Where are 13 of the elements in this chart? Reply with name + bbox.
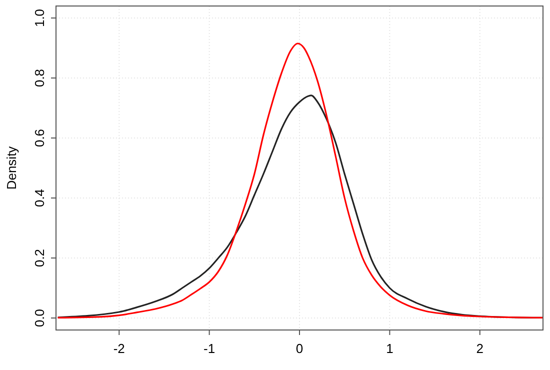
x-tick-label: 0: [296, 341, 304, 356]
x-tick-label: -2: [113, 341, 125, 356]
y-axis-title: Density: [4, 146, 19, 190]
x-tick-label: -1: [204, 341, 216, 356]
x-tick-label: 1: [386, 341, 394, 356]
line-series: [57, 42, 543, 318]
y-tick-label: 1.0: [32, 8, 47, 28]
y-tick-label: 0.8: [32, 68, 47, 88]
y-tick-label: 0.2: [32, 248, 47, 268]
y-tick-label: 0.6: [32, 128, 47, 148]
y-tick-label: 0.0: [32, 308, 47, 328]
y-tick-label: 0.4: [32, 188, 47, 208]
x-tick-label: 2: [476, 341, 484, 356]
